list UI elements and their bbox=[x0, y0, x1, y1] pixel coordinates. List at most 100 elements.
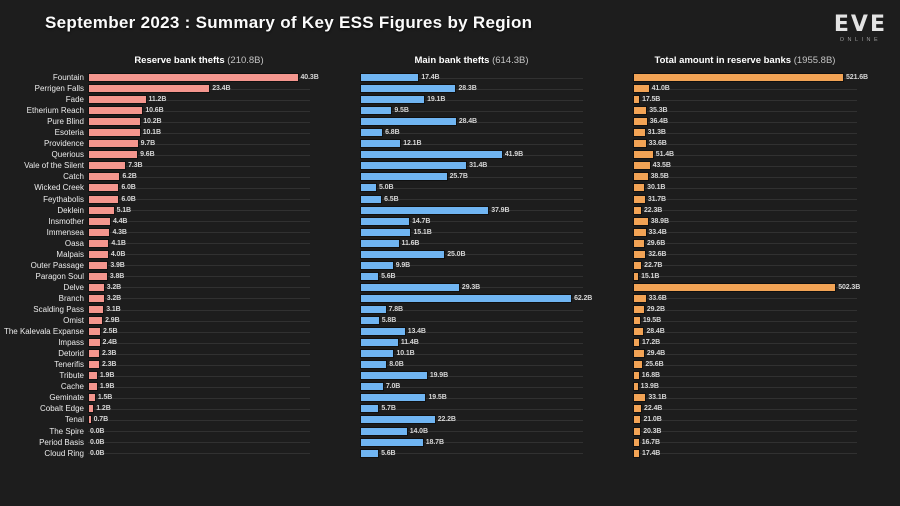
region-label: Feythabolis bbox=[43, 194, 84, 204]
reserve-total-cell: 521.6B bbox=[633, 72, 868, 83]
reserve-thefts-value-label: 1.9B bbox=[99, 372, 115, 380]
reserve-thefts-value-label: 10.1B bbox=[142, 129, 161, 137]
eve-logo-text: EVE bbox=[833, 12, 887, 37]
main-thefts-value-label: 28.3B bbox=[458, 85, 477, 93]
row-gridline bbox=[360, 243, 583, 245]
reserve-thefts-cell: 11.2B bbox=[88, 94, 310, 105]
reserve-total-cell: 51.4B bbox=[633, 149, 857, 160]
chart-title-main-thefts: Main bank thefts (614.3B) bbox=[360, 55, 583, 66]
reserve-thefts-value-label: 1.9B bbox=[99, 383, 115, 391]
reserve-total-value-label: 29.2B bbox=[646, 306, 665, 313]
row-gridline bbox=[88, 165, 310, 167]
main-thefts-value-label: 31.4B bbox=[469, 162, 488, 170]
reserve-total-bar bbox=[633, 238, 645, 248]
region-label: Fountain bbox=[52, 73, 84, 83]
main-thefts-cell: 5.6B bbox=[360, 271, 583, 282]
chart-row: Perrigen Falls 23.4B 28.3B 41.0B bbox=[0, 83, 900, 94]
row-gridline bbox=[633, 243, 857, 245]
row-gridline bbox=[88, 375, 310, 377]
main-thefts-bar bbox=[360, 404, 380, 414]
row-gridline bbox=[360, 386, 583, 388]
row-gridline bbox=[633, 331, 857, 333]
chart-row: Cobalt Edge 1.2B 5.7B 22.4B bbox=[0, 403, 900, 414]
reserve-thefts-value-label: 0.0B bbox=[90, 438, 105, 446]
reserve-thefts-value-label: 2.3B bbox=[102, 361, 117, 369]
reserve-thefts-value-label: 4.0B bbox=[110, 250, 126, 258]
reserve-thefts-cell: 3.2B bbox=[88, 282, 310, 293]
chart-title-text: Reserve bank thefts bbox=[134, 55, 225, 66]
reserve-total-cell: 33.4B bbox=[633, 227, 857, 238]
row-gridline bbox=[88, 276, 310, 278]
chart-row: Etherium Reach 10.6B 9.5B 35.3B bbox=[0, 105, 900, 116]
reserve-total-bar bbox=[633, 106, 648, 116]
row-gridline bbox=[633, 265, 857, 267]
row-gridline bbox=[633, 254, 857, 256]
reserve-thefts-bar bbox=[88, 271, 108, 281]
row-gridline bbox=[633, 309, 857, 311]
main-thefts-cell: 5.6B bbox=[360, 448, 583, 459]
main-thefts-cell: 41.9B bbox=[360, 149, 583, 160]
row-gridline bbox=[633, 199, 857, 201]
reserve-total-value-label: 22.4B bbox=[644, 405, 663, 413]
main-thefts-bar bbox=[360, 448, 380, 458]
reserve-total-value-label: 38.9B bbox=[650, 217, 669, 225]
region-label: Outer Passage bbox=[30, 260, 84, 270]
row-gridline bbox=[633, 154, 857, 156]
main-thefts-value-label: 25.0B bbox=[447, 250, 466, 258]
row-gridline bbox=[360, 187, 583, 189]
reserve-total-cell: 19.5B bbox=[633, 315, 857, 326]
region-label: Fade bbox=[65, 95, 84, 105]
chart-total-badge: (210.8B) bbox=[227, 55, 264, 66]
reserve-thefts-bar bbox=[88, 205, 115, 215]
reserve-thefts-bar bbox=[88, 106, 144, 116]
reserve-total-cell: 17.5B bbox=[633, 94, 857, 105]
reserve-total-value-label: 29.4B bbox=[646, 350, 666, 358]
row-gridline bbox=[633, 110, 857, 112]
main-thefts-bar bbox=[360, 139, 402, 149]
region-label: Perrigen Falls bbox=[34, 84, 84, 94]
reserve-total-bar bbox=[633, 282, 837, 292]
main-thefts-bar bbox=[360, 426, 408, 436]
reserve-thefts-bar bbox=[88, 382, 98, 392]
reserve-thefts-cell: 2.4B bbox=[88, 337, 310, 348]
reserve-total-cell: 41.0B bbox=[633, 83, 857, 94]
chart-row: Delve 3.2B 29.3B 502.3B bbox=[0, 282, 900, 293]
reserve-total-value-label: 31.3B bbox=[647, 129, 666, 137]
row-gridline bbox=[633, 419, 857, 421]
reserve-total-cell: 22.4B bbox=[633, 403, 857, 414]
main-thefts-bar bbox=[360, 227, 412, 237]
chart-title-text: Main bank thefts bbox=[414, 55, 490, 66]
reserve-thefts-bar bbox=[88, 371, 98, 381]
region-label: Delve bbox=[63, 282, 84, 292]
reserve-thefts-bar bbox=[88, 349, 100, 359]
reserve-total-bar bbox=[633, 316, 641, 326]
reserve-total-cell: 31.3B bbox=[633, 127, 857, 138]
reserve-thefts-bar bbox=[88, 183, 120, 193]
reserve-thefts-bar bbox=[88, 305, 105, 314]
main-thefts-bar bbox=[360, 415, 436, 425]
reserve-thefts-bar bbox=[88, 393, 96, 403]
reserve-thefts-cell: 6.2B bbox=[88, 171, 310, 182]
row-gridline bbox=[360, 276, 583, 278]
row-gridline bbox=[633, 210, 857, 212]
main-thefts-value-label: 8.0B bbox=[389, 361, 404, 369]
chart-row: Scalding Pass 3.1B 7.8B 29.2B bbox=[0, 304, 900, 315]
reserve-total-bar bbox=[633, 426, 642, 436]
reserve-total-bar bbox=[633, 382, 639, 392]
row-gridline bbox=[360, 165, 583, 167]
chart-row: Catch 6.2B 25.7B 38.5B bbox=[0, 171, 900, 182]
main-thefts-bar bbox=[360, 161, 468, 171]
reserve-thefts-cell: 4.3B bbox=[88, 227, 310, 238]
reserve-thefts-bar bbox=[88, 117, 142, 127]
main-thefts-cell: 25.0B bbox=[360, 249, 583, 260]
main-thefts-value-label: 19.9B bbox=[429, 372, 449, 380]
reserve-total-value-label: 51.4B bbox=[655, 151, 674, 159]
main-thefts-cell: 22.2B bbox=[360, 414, 583, 425]
reserve-thefts-value-label: 23.4B bbox=[212, 85, 231, 93]
reserve-thefts-cell: 6.0B bbox=[88, 182, 310, 193]
chart-row: Oasa 4.1B 11.6B 29.6B bbox=[0, 238, 900, 249]
main-thefts-value-label: 12.1B bbox=[403, 140, 422, 148]
reserve-total-value-label: 43.5B bbox=[652, 162, 671, 170]
region-label: Oasa bbox=[64, 238, 84, 248]
reserve-total-cell: 33.1B bbox=[633, 392, 857, 403]
